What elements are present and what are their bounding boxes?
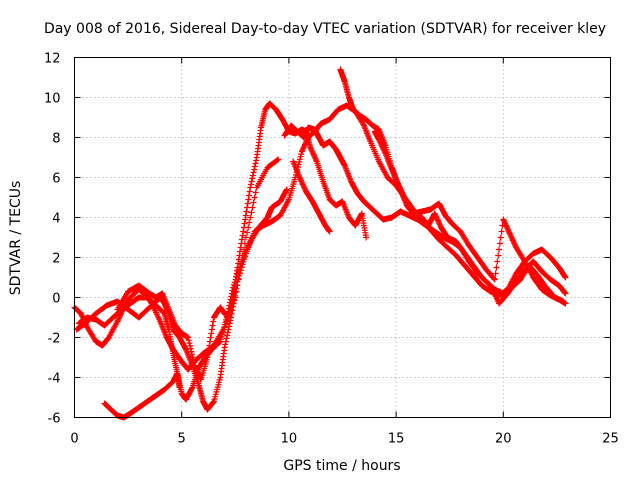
y-tick-label: 6 xyxy=(52,172,60,187)
x-tick-label: 5 xyxy=(178,432,186,447)
y-tick-label: -4 xyxy=(48,372,61,387)
series-track-4 xyxy=(101,370,183,421)
x-tick-label: 10 xyxy=(281,432,298,447)
y-tick-label: 10 xyxy=(44,92,61,107)
data-point-marks xyxy=(73,102,569,413)
y-tick-label: 12 xyxy=(44,52,61,67)
x-tick-label: 25 xyxy=(602,432,619,447)
plot-frame xyxy=(74,57,611,418)
series-track-3 xyxy=(73,102,569,413)
data-point-marks xyxy=(101,370,183,421)
series-track-2 xyxy=(75,186,290,403)
series-track-7 xyxy=(290,158,333,235)
series-track-9 xyxy=(371,128,569,307)
y-axis-title: SDTVAR / TECUs xyxy=(8,181,24,296)
y-tick-label: -2 xyxy=(48,332,61,347)
x-tick-label: 0 xyxy=(70,432,78,447)
data-point-marks xyxy=(371,128,569,307)
data-points xyxy=(71,66,569,421)
data-point-marks xyxy=(290,158,333,235)
x-tick-label: 20 xyxy=(495,432,512,447)
y-tick-label: 2 xyxy=(52,252,60,267)
x-tick-label: 15 xyxy=(388,432,405,447)
y-tick-label: 0 xyxy=(52,292,60,307)
x-tick-labels: 0 5 10 15 20 25 xyxy=(70,432,618,447)
x-axis-title: GPS time / hours xyxy=(283,458,400,474)
grid-lines xyxy=(74,57,611,418)
y-tick-label: 4 xyxy=(52,212,60,227)
axis-ticks xyxy=(74,57,611,418)
y-tick-label: 8 xyxy=(52,132,60,147)
y-tick-label: -6 xyxy=(48,412,61,427)
chart-title: Day 008 of 2016, Sidereal Day-to-day VTE… xyxy=(44,21,606,37)
y-tick-labels: -6 -4 -2 0 2 4 6 8 10 12 xyxy=(44,52,61,427)
data-point-marks xyxy=(75,186,290,403)
